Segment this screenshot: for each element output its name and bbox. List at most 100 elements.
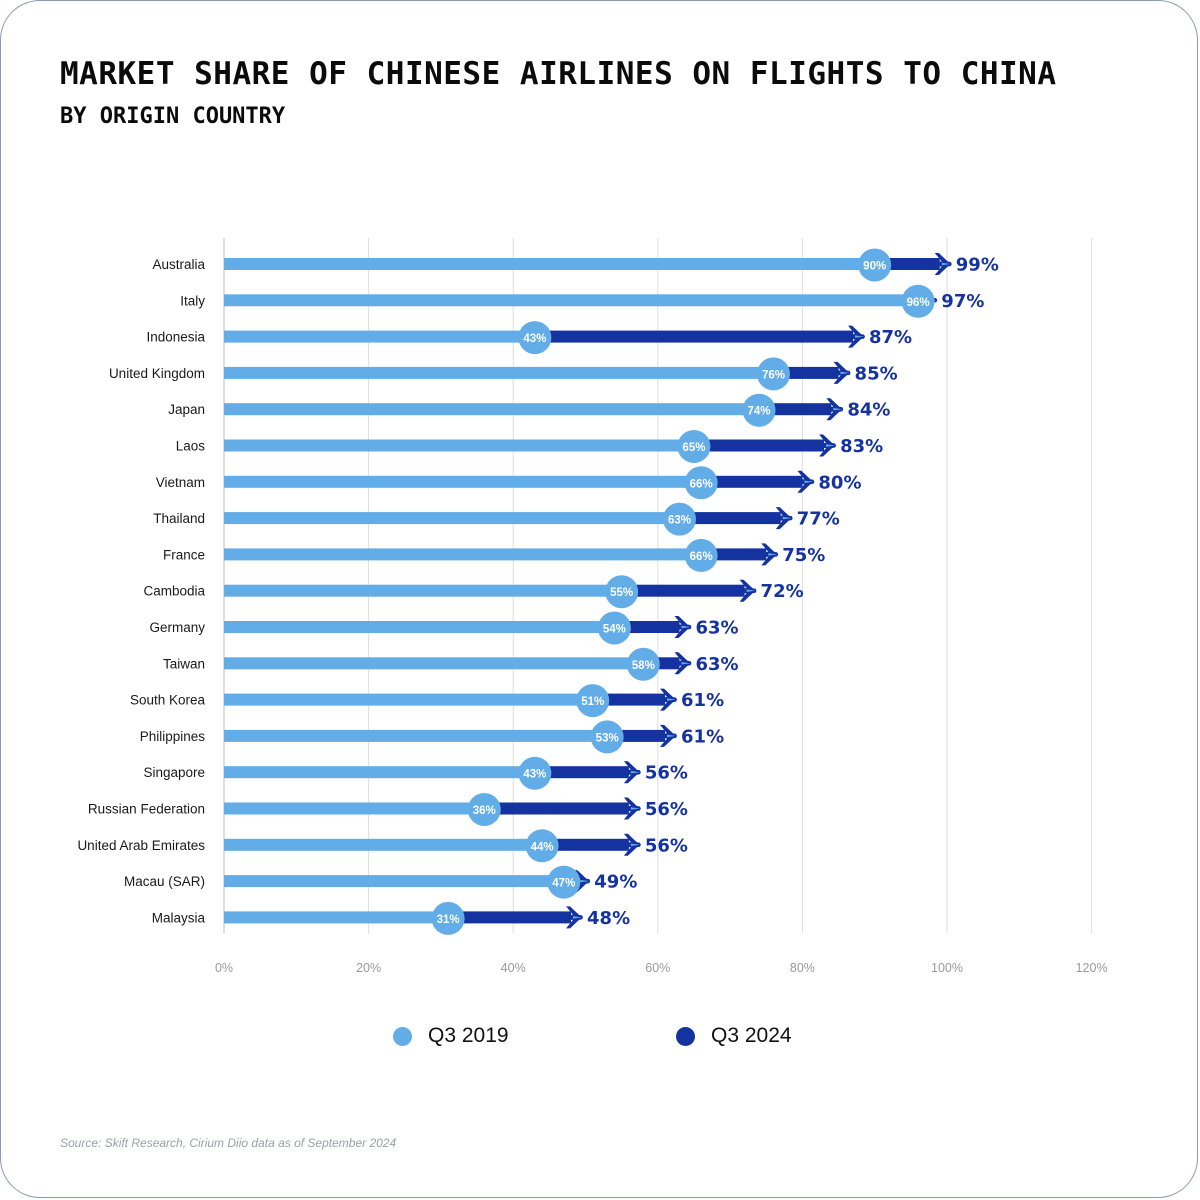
plane-icon-vietnam bbox=[790, 470, 815, 493]
marker-q3-2019-malaysia bbox=[431, 901, 465, 935]
bar-q3-2019-cambodia bbox=[224, 584, 622, 597]
category-label-macau-sar: Macau (SAR) bbox=[124, 874, 205, 889]
data-label-q3-2024-thailand: 77% bbox=[797, 509, 840, 530]
plane-highlight-malaysia bbox=[573, 916, 583, 919]
plane-icon-russian-federation bbox=[616, 797, 641, 820]
data-label-q3-2019-macau-sar: 47% bbox=[552, 878, 575, 890]
bar-q3-2024-indonesia bbox=[534, 330, 854, 343]
plane-highlight-taiwan bbox=[681, 662, 691, 665]
legend-label-q3-2024: Q3 2024 bbox=[711, 1024, 792, 1047]
plane-highlight-cambodia bbox=[746, 589, 756, 592]
bar-q3-2024-laos bbox=[693, 439, 825, 452]
x-tick-label-20: 20% bbox=[356, 961, 381, 975]
category-label-italy: Italy bbox=[180, 293, 205, 308]
plane-highlight-vietnam bbox=[804, 480, 814, 483]
marker-q3-2019-japan bbox=[742, 393, 776, 427]
marker-q3-2019-italy bbox=[901, 284, 935, 318]
data-label-q3-2019-malaysia: 31% bbox=[437, 914, 460, 926]
data-label-q3-2024-italy: 97% bbox=[941, 291, 984, 312]
plane-icon-indonesia bbox=[841, 325, 866, 348]
marker-q3-2019-singapore bbox=[518, 756, 552, 790]
data-label-q3-2024-germany: 63% bbox=[695, 618, 738, 639]
data-label-q3-2019-south-korea: 51% bbox=[581, 696, 604, 708]
data-label-q3-2024-vietnam: 80% bbox=[818, 472, 861, 493]
plane-icon-thailand bbox=[768, 507, 793, 530]
bar-q3-2019-vietnam bbox=[224, 475, 702, 488]
bar-q3-2019-italy bbox=[224, 294, 919, 307]
category-label-thailand: Thailand bbox=[153, 511, 205, 526]
plane-highlight-france bbox=[768, 553, 778, 556]
plane-icon-united-kingdom bbox=[826, 361, 851, 384]
bar-q3-2019-philippines bbox=[224, 729, 608, 742]
plane-highlight-laos bbox=[826, 444, 836, 447]
marker-q3-2019-united-arab-emirates bbox=[525, 829, 559, 863]
bar-q3-2019-japan bbox=[224, 403, 760, 416]
plane-highlight-south-korea bbox=[667, 698, 677, 701]
data-label-q3-2024-indonesia: 87% bbox=[869, 327, 912, 348]
plane-highlight-philippines bbox=[667, 734, 677, 738]
plane-highlight-macau-sar bbox=[580, 879, 590, 883]
legend-label-q3-2019: Q3 2019 bbox=[428, 1024, 509, 1047]
plane-highlight-indonesia bbox=[855, 335, 865, 338]
chart-title: MARKET SHARE OF CHINESE AIRLINES ON FLIG… bbox=[60, 56, 1057, 92]
category-label-germany: Germany bbox=[149, 620, 205, 635]
data-label-q3-2019-australia: 90% bbox=[863, 261, 886, 273]
plane-highlight-russian-federation bbox=[630, 807, 640, 810]
category-label-united-arab-emirates: United Arab Emirates bbox=[77, 838, 205, 853]
data-label-q3-2019-philippines: 53% bbox=[596, 732, 619, 744]
data-label-q3-2024-singapore: 56% bbox=[645, 763, 688, 784]
data-label-q3-2019-japan: 74% bbox=[748, 406, 771, 418]
bar-q3-2019-singapore bbox=[224, 766, 535, 779]
category-label-south-korea: South Korea bbox=[130, 693, 206, 708]
plane-icon-japan bbox=[819, 398, 844, 421]
bar-q3-2024-vietnam bbox=[701, 475, 803, 488]
bar-q3-2019-laos bbox=[224, 439, 694, 452]
bar-q3-2024-japan bbox=[759, 403, 832, 416]
x-tick-label-0: 0% bbox=[215, 961, 233, 975]
legend-swatch-q3-2024 bbox=[676, 1026, 695, 1046]
data-label-q3-2024-united-arab-emirates: 56% bbox=[645, 835, 688, 856]
x-tick-label-100: 100% bbox=[931, 961, 963, 975]
marker-q3-2019-south-korea bbox=[576, 684, 610, 718]
bar-q3-2019-malaysia bbox=[224, 911, 449, 924]
data-label-q3-2024-cambodia: 72% bbox=[761, 581, 804, 602]
marker-q3-2019-laos bbox=[677, 430, 711, 463]
data-label-q3-2024-united-kingdom: 85% bbox=[855, 363, 898, 384]
category-label-russian-federation: Russian Federation bbox=[88, 802, 205, 817]
data-label-q3-2024-macau-sar: 49% bbox=[594, 872, 637, 893]
source-note: Source: Skift Research, Cirium Diio data… bbox=[60, 1136, 397, 1150]
marker-q3-2019-macau-sar bbox=[547, 865, 581, 899]
data-label-q3-2024-australia: 99% bbox=[956, 255, 999, 276]
x-tick-label-80: 80% bbox=[790, 961, 815, 975]
bar-q3-2019-macau-sar bbox=[224, 875, 564, 888]
legend-item-q3-2019: Q3 2019 bbox=[393, 1022, 509, 1050]
plane-icon-united-arab-emirates bbox=[616, 833, 641, 856]
plane-highlight-united-kingdom bbox=[840, 371, 850, 375]
data-label-q3-2024-russian-federation: 56% bbox=[645, 799, 688, 820]
plane-icon-australia bbox=[927, 253, 952, 275]
legend-item-q3-2024: Q3 2024 bbox=[676, 1022, 792, 1050]
data-label-q3-2024-south-korea: 61% bbox=[681, 690, 724, 711]
plane-icon-south-korea bbox=[653, 688, 678, 711]
plane-highlight-united-arab-emirates bbox=[630, 843, 640, 846]
category-label-malaysia: Malaysia bbox=[152, 910, 206, 925]
bar-q3-2024-singapore bbox=[534, 766, 629, 779]
plane-highlight-japan bbox=[833, 408, 843, 411]
data-label-q3-2024-laos: 83% bbox=[840, 436, 883, 457]
data-label-q3-2024-japan: 84% bbox=[847, 400, 890, 421]
marker-q3-2019-united-kingdom bbox=[756, 357, 790, 391]
data-label-q3-2019-united-kingdom: 76% bbox=[762, 369, 785, 381]
data-label-q3-2019-singapore: 43% bbox=[523, 769, 546, 781]
data-label-q3-2019-thailand: 63% bbox=[668, 515, 691, 527]
plane-icon-taiwan bbox=[667, 652, 692, 675]
bar-q3-2019-france bbox=[224, 548, 702, 561]
category-label-laos: Laos bbox=[176, 439, 206, 454]
bar-q3-2024-russian-federation bbox=[484, 802, 629, 815]
data-label-q3-2019-indonesia: 43% bbox=[523, 333, 546, 345]
bar-q3-2019-indonesia bbox=[224, 330, 535, 343]
data-label-q3-2019-vietnam: 66% bbox=[690, 478, 713, 490]
category-label-indonesia: Indonesia bbox=[146, 330, 205, 345]
bar-q3-2019-australia bbox=[224, 258, 875, 270]
bar-q3-2019-taiwan bbox=[224, 657, 644, 670]
bar-q3-2019-germany bbox=[224, 621, 615, 633]
